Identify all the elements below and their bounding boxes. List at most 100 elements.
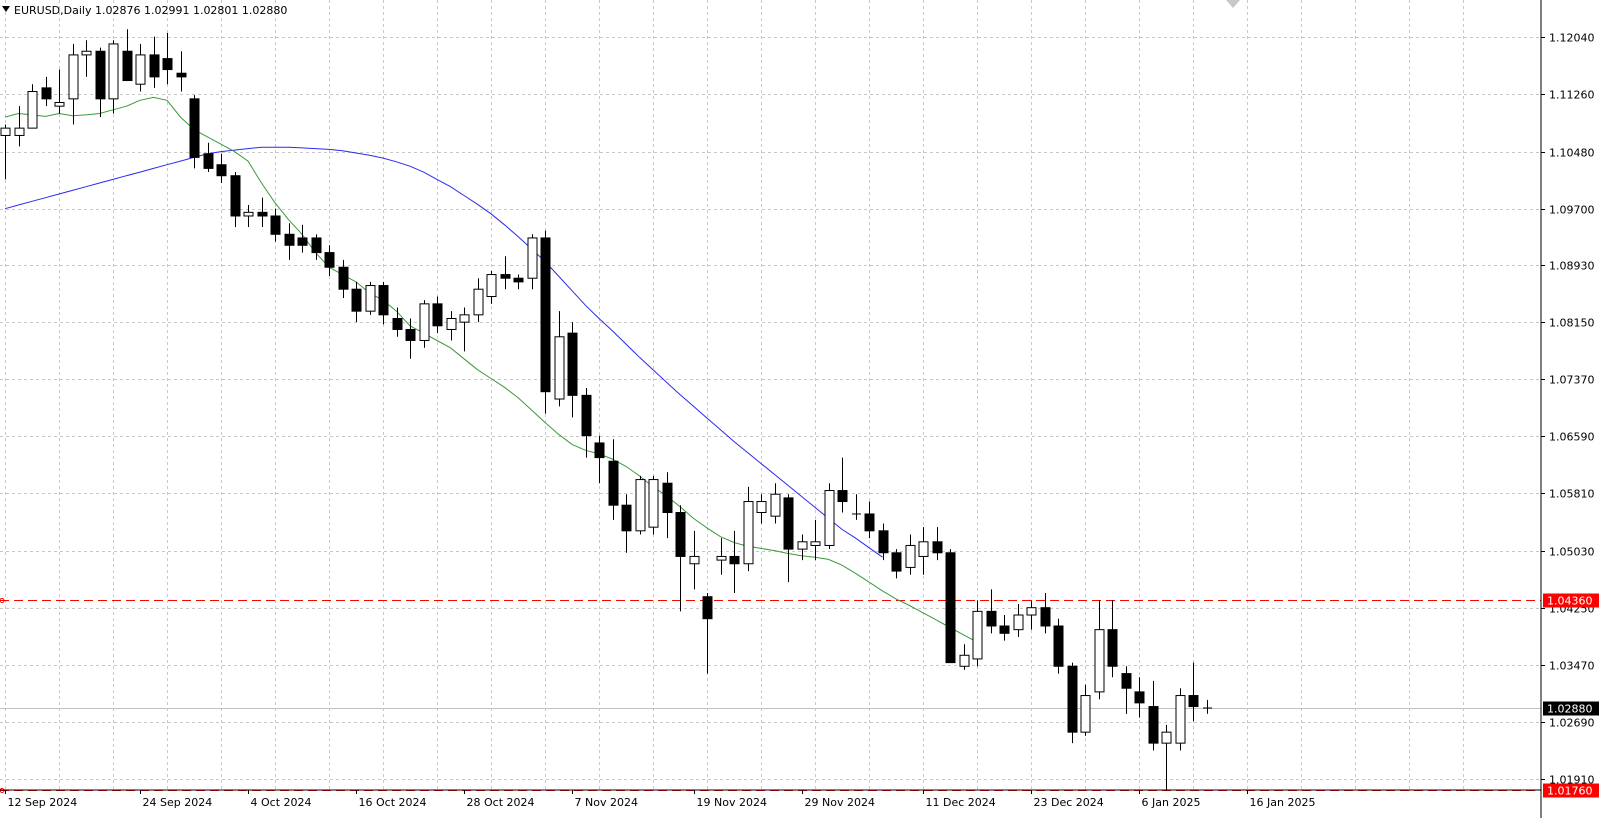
y-tick-label: 1.05030 <box>1549 546 1595 559</box>
y-tick-label: 1.08150 <box>1549 317 1595 330</box>
candle <box>270 208 281 242</box>
x-date-label: 29 Nov 2024 <box>805 796 875 809</box>
candle-body <box>1053 625 1064 667</box>
candle-body <box>473 288 484 316</box>
candle <box>27 84 38 129</box>
candle <box>338 259 349 298</box>
dropdown-arrow-icon[interactable] <box>2 6 10 12</box>
candle <box>284 223 295 260</box>
candle-body <box>365 285 376 312</box>
candle-body <box>81 50 92 56</box>
candle-body <box>635 479 646 532</box>
candle <box>108 40 119 114</box>
candle-body <box>878 530 889 554</box>
y-tick-label: 1.09700 <box>1549 204 1595 217</box>
candle-body <box>486 274 497 298</box>
candle-body <box>999 625 1010 634</box>
candle-body <box>905 544 916 568</box>
candle-body <box>1161 731 1172 744</box>
candle-body <box>783 497 794 550</box>
candle <box>122 29 133 82</box>
candle <box>446 311 457 341</box>
candle-body <box>662 482 673 514</box>
candle <box>324 245 335 277</box>
candle <box>135 43 146 92</box>
x-date-label: 28 Oct 2024 <box>467 796 535 809</box>
candle-body <box>351 288 362 312</box>
candle-body <box>176 72 187 78</box>
candle <box>41 76 52 107</box>
candle-body <box>311 237 322 254</box>
x-date-label: 24 Sep 2024 <box>143 796 213 809</box>
candle-body <box>1121 673 1132 689</box>
candle <box>824 483 835 550</box>
candle-body <box>392 317 403 330</box>
symbol-ohlc-text: EURUSD,Daily 1.02876 1.02991 1.02801 1.0… <box>14 4 287 17</box>
x-date-label: 6 Jan 2025 <box>1142 796 1201 809</box>
candle <box>905 534 916 575</box>
candle-body <box>1188 695 1199 708</box>
candle-body <box>95 50 106 100</box>
candle <box>932 527 943 561</box>
y-tick-label: 1.03470 <box>1549 660 1595 673</box>
candle <box>486 270 497 304</box>
candle-body <box>527 237 538 279</box>
candle <box>257 197 268 227</box>
candle-body <box>1013 614 1024 631</box>
candle-body <box>621 504 632 532</box>
candle <box>945 549 956 664</box>
candle-body <box>513 277 524 283</box>
candle-body <box>149 54 160 78</box>
candle <box>891 549 902 579</box>
candle <box>189 95 200 169</box>
candle <box>999 615 1010 641</box>
candle <box>176 51 187 92</box>
candle-body <box>41 87 52 100</box>
candle <box>878 523 889 561</box>
candle-body <box>338 266 349 290</box>
candle <box>351 281 362 323</box>
candle-body <box>837 490 848 503</box>
candle-body <box>27 91 38 129</box>
x-date-label: 16 Jan 2025 <box>1250 796 1316 809</box>
candle-body <box>405 328 416 341</box>
candle-body <box>68 54 79 100</box>
candle-body <box>594 442 605 459</box>
candle-body <box>446 317 457 330</box>
chart-shift-marker-icon[interactable] <box>1226 0 1240 8</box>
candle-body <box>567 332 578 396</box>
candle <box>554 311 565 407</box>
candle <box>797 534 808 561</box>
x-date-label: 23 Dec 2024 <box>1034 796 1104 809</box>
candle <box>662 472 673 539</box>
candle <box>756 494 767 524</box>
level-price-tag <box>1543 783 1599 798</box>
candle-body <box>554 336 565 400</box>
candle-body <box>770 493 781 517</box>
candle <box>500 256 511 290</box>
candle <box>1094 600 1105 700</box>
candle-body <box>1148 706 1159 744</box>
candle <box>1121 666 1132 714</box>
candle-body <box>419 303 430 341</box>
candle <box>297 224 308 253</box>
x-date-label: 16 Oct 2024 <box>359 796 427 809</box>
y-tick-label: 1.06590 <box>1549 431 1595 444</box>
candle <box>689 530 700 590</box>
grid <box>0 0 1541 790</box>
candle <box>1026 600 1037 630</box>
candle <box>837 457 848 513</box>
candle <box>419 300 430 348</box>
candle-body <box>918 541 929 557</box>
candle <box>1053 618 1064 674</box>
candle-body <box>702 596 713 620</box>
candle <box>716 538 727 575</box>
candle-body <box>756 501 767 514</box>
candle <box>1188 662 1199 722</box>
candle-body <box>1094 629 1105 693</box>
candle-body <box>608 460 619 506</box>
candle-body <box>729 555 740 565</box>
candle <box>621 494 632 553</box>
